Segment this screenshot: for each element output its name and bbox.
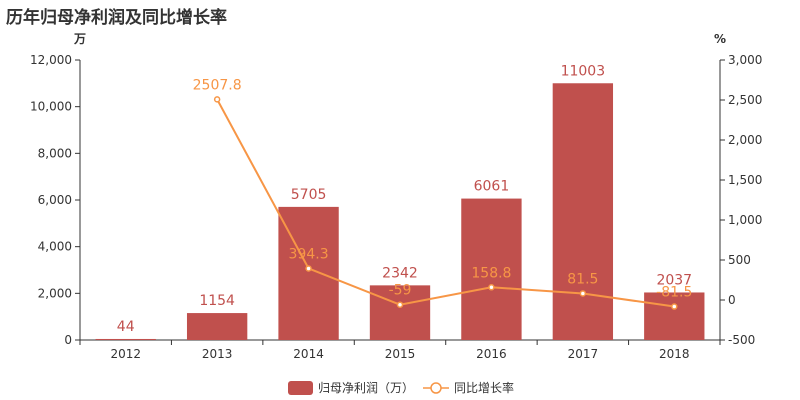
line-point [488,284,495,291]
bar [186,313,248,340]
x-axis-tick-label: 2017 [568,347,599,361]
right-axis-tick-label: 2,500 [728,93,762,107]
line-data-label: 394.3 [289,246,329,262]
bar [644,292,705,340]
bar-data-label: 1154 [199,293,235,309]
legend-line-marker [430,382,442,394]
legend-bar-swatch [288,381,313,395]
right-axis-tick-label: 3,000 [728,53,762,67]
bar-data-label: 11003 [561,63,606,79]
x-axis-tick-label: 2012 [110,347,141,361]
bar-data-label: 2342 [382,265,418,281]
left-axis-tick-label: 8,000 [38,146,72,160]
legend-bar-label: 归母净利润（万） [318,381,414,395]
line-point [305,265,312,272]
bar-data-label: 6061 [474,179,510,195]
right-axis-tick-label: 2,000 [728,133,762,147]
x-axis-tick-label: 2013 [202,347,233,361]
growth-rate-line [216,98,675,308]
line-point [671,303,678,310]
left-unit-label: 万 [73,32,86,46]
line-data-label: 2507.8 [193,77,242,93]
x-axis-tick-label: 2016 [476,347,507,361]
bar [95,338,156,340]
left-axis-tick-label: 4,000 [38,240,72,254]
line-data-label: -59 [389,283,412,299]
left-axis-tick-label: 12,000 [30,53,72,67]
bar [461,198,522,340]
line-data-label: 158.8 [471,265,511,281]
right-axis-tick-label: 1,500 [728,173,762,187]
x-axis-tick-label: 2014 [293,347,324,361]
legend-line-label: 同比增长率 [454,380,514,395]
right-axis-tick-label: 500 [728,253,751,267]
left-axis-tick-label: 0 [64,333,72,347]
chart-title: 历年归母净利润及同比增长率 [6,8,227,28]
x-axis-tick-label: 2015 [385,347,416,361]
right-axis-tick-label: 0 [728,293,736,307]
x-axis-tick-label: 2018 [659,347,690,361]
bar [278,206,339,340]
line-data-label: 81.5 [567,271,598,287]
left-axis-tick-label: 2,000 [38,286,72,300]
line-point [213,96,221,103]
bar-data-label: 5705 [291,187,327,203]
left-axis-tick-label: 10,000 [30,100,72,114]
left-axis-tick-label: 6,000 [38,193,72,207]
line-point [396,301,404,308]
right-axis-tick-label: -500 [728,333,755,347]
bar-data-label: 2037 [656,272,692,288]
line-point [579,290,587,297]
right-axis-tick-label: 1,000 [728,213,762,227]
bar [552,83,614,340]
right-unit-label: % [714,32,726,46]
line-data-label: -81.5 [656,285,692,301]
bar-data-label: 44 [117,319,135,335]
bar [369,285,431,340]
